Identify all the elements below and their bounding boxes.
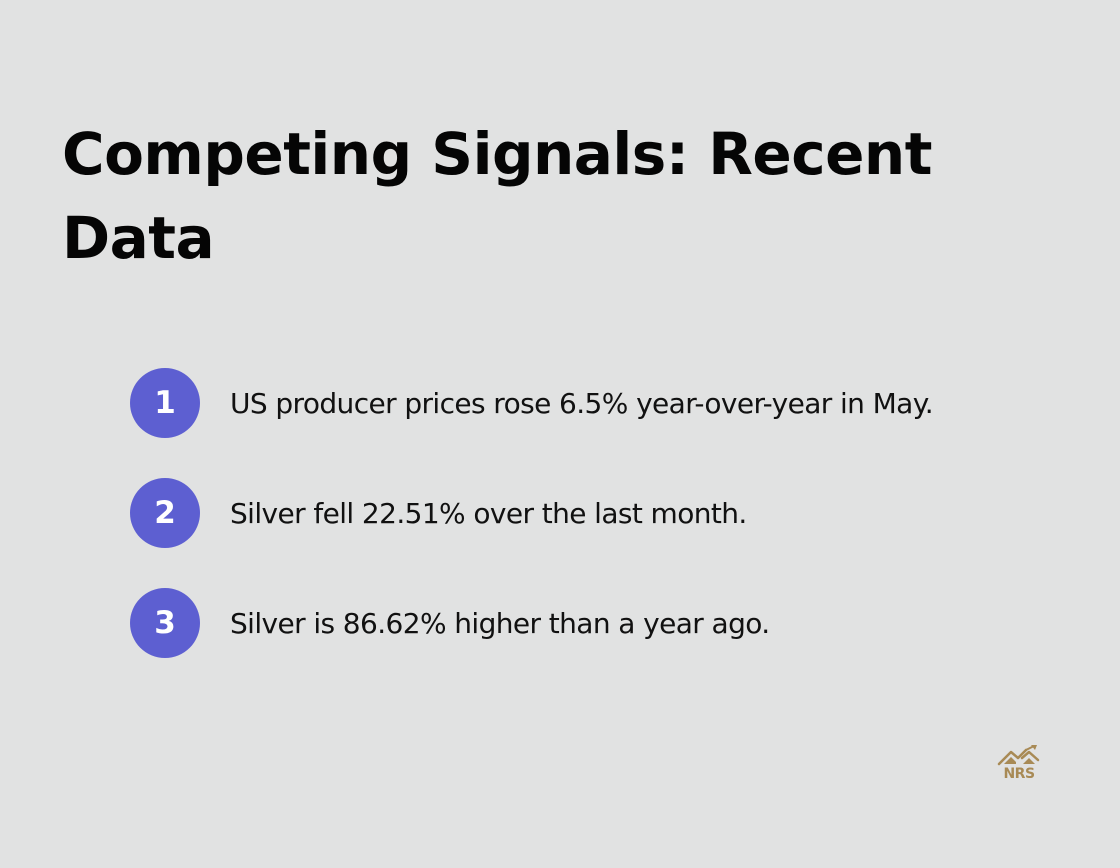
list-item-text: US producer prices rose 6.5% year-over-y… [230, 386, 934, 420]
number-badge: 3 [130, 588, 200, 658]
logo-text: NRS [1003, 766, 1035, 782]
list-item-text: Silver fell 22.51% over the last month. [230, 496, 747, 530]
list-item-text: Silver is 86.62% higher than a year ago. [230, 606, 770, 640]
number-badge: 1 [130, 368, 200, 438]
list-item: 3 Silver is 86.62% higher than a year ag… [130, 588, 770, 658]
number-badge: 2 [130, 478, 200, 548]
brand-logo: NRS [996, 744, 1042, 786]
page-title: Competing Signals: Recent Data [62, 120, 932, 272]
list-item: 1 US producer prices rose 6.5% year-over… [130, 368, 934, 438]
list-item: 2 Silver fell 22.51% over the last month… [130, 478, 747, 548]
house-chart-logo-icon [996, 744, 1042, 766]
